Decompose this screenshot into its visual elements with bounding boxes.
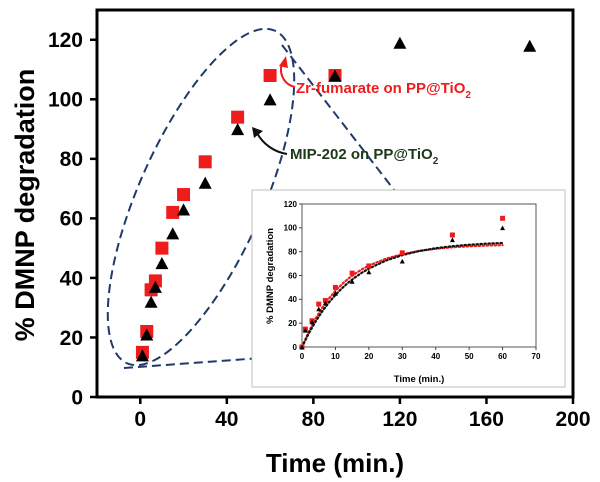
inset-fit-line <box>300 241 504 349</box>
inset-mip202-point <box>366 269 372 275</box>
zr-fumarate-point <box>231 110 245 124</box>
mip202-point <box>231 123 245 136</box>
inset-mip202-point <box>299 344 305 350</box>
inset-zr-fumarate-point <box>500 215 506 221</box>
zr-fumarate-point <box>177 188 191 202</box>
inset-x-tick-label: 50 <box>465 352 474 361</box>
inset-mip202-point <box>322 300 328 306</box>
inset-y-tick-label: 100 <box>284 224 298 233</box>
y-tick-label: 80 <box>60 148 83 171</box>
y-tick-label: 120 <box>48 29 83 52</box>
inset-zr-fumarate-point <box>449 232 455 238</box>
x-axis-title: Time (min.) <box>266 448 404 478</box>
inset-y-tick-label: 0 <box>293 343 298 352</box>
mip202-point <box>328 69 342 82</box>
x-tick-label: 0 <box>134 408 146 431</box>
inset-zr-fumarate-point <box>322 298 328 304</box>
zr-fumarate-point <box>155 241 169 255</box>
mip202-label: MIP-202 on PP@TiO2 <box>290 146 439 167</box>
zr-fumarate-point <box>166 205 180 219</box>
x-tick-label: 200 <box>555 408 590 431</box>
x-tick-label: 80 <box>302 408 325 431</box>
mip202-point <box>166 227 180 240</box>
y-tick-label: 60 <box>60 208 83 231</box>
inset-zr-fumarate-point <box>349 270 355 276</box>
inset-mip202-point <box>449 237 455 243</box>
inset-y-tick-label: 120 <box>284 200 298 209</box>
main-data-points <box>135 36 537 362</box>
zr-fumarate-label: Zr-fumarate on PP@TiO2 <box>296 80 471 101</box>
zr-fumarate-point <box>263 68 277 82</box>
mip202-point <box>523 39 537 52</box>
inset-zr-fumarate-point <box>332 284 338 290</box>
y-tick-label: 100 <box>48 89 83 112</box>
inset-zr-fumarate-point <box>366 263 372 269</box>
y-tick-label: 0 <box>71 386 83 409</box>
inset-x-tick-label: 70 <box>532 352 541 361</box>
mip202-arrowhead <box>252 127 263 138</box>
inset-mip202-point <box>302 327 308 333</box>
mip202-point <box>140 328 154 341</box>
mip202-point <box>144 295 158 308</box>
plot-frame <box>95 8 575 399</box>
inset-x-tick-label: 0 <box>300 352 305 361</box>
inset-zr-fumarate-point <box>399 250 405 256</box>
zr-fumarate-point <box>198 155 212 169</box>
mip202-point <box>393 36 407 49</box>
inset-x-tick-label: 10 <box>331 352 340 361</box>
inset-mip202-point <box>399 258 405 264</box>
inset-mip202-point <box>332 291 338 296</box>
x-tick-label: 120 <box>382 408 417 431</box>
inset-mip202-point <box>349 279 355 284</box>
inset-mip202-point <box>316 306 322 312</box>
inset-x-axis-title: Time (min.) <box>394 374 445 385</box>
y-axis-title: % DMNP degradation <box>10 69 40 342</box>
inset-x-tick-label: 30 <box>398 352 407 361</box>
mip202-arrow <box>256 132 288 155</box>
mip202-point <box>177 203 191 216</box>
inset-y-tick-label: 20 <box>288 319 297 328</box>
inset-x-tick-label: 60 <box>498 352 507 361</box>
inset-x-tick-label: 40 <box>431 352 440 361</box>
inset-data-points <box>299 215 506 350</box>
inset-zr-fumarate-point <box>316 301 322 307</box>
inset-fit-curves <box>300 241 504 349</box>
inset-x-tick-label: 20 <box>364 352 373 361</box>
mip202-point <box>135 349 149 362</box>
inset-y-tick-label: 60 <box>288 271 297 280</box>
mip202-point <box>198 176 212 189</box>
zoom-connector-top <box>281 44 399 196</box>
inset-y-tick-label: 80 <box>288 247 297 256</box>
zr-fumarate-arrowhead <box>279 56 288 68</box>
y-tick-label: 40 <box>60 267 83 290</box>
inset-y-tick-label: 40 <box>288 295 297 304</box>
mip202-point <box>155 256 169 270</box>
inset-mip202-point <box>500 225 506 231</box>
y-tick-label: 20 <box>60 327 83 350</box>
inset-y-axis-title: % DMNP degradation <box>265 228 276 324</box>
mip202-point <box>148 280 162 293</box>
inset-panel <box>251 189 566 388</box>
x-tick-label: 160 <box>469 408 504 431</box>
inset-mip202-point <box>309 319 315 325</box>
mip202-point <box>263 93 277 106</box>
x-tick-label: 40 <box>215 408 238 431</box>
